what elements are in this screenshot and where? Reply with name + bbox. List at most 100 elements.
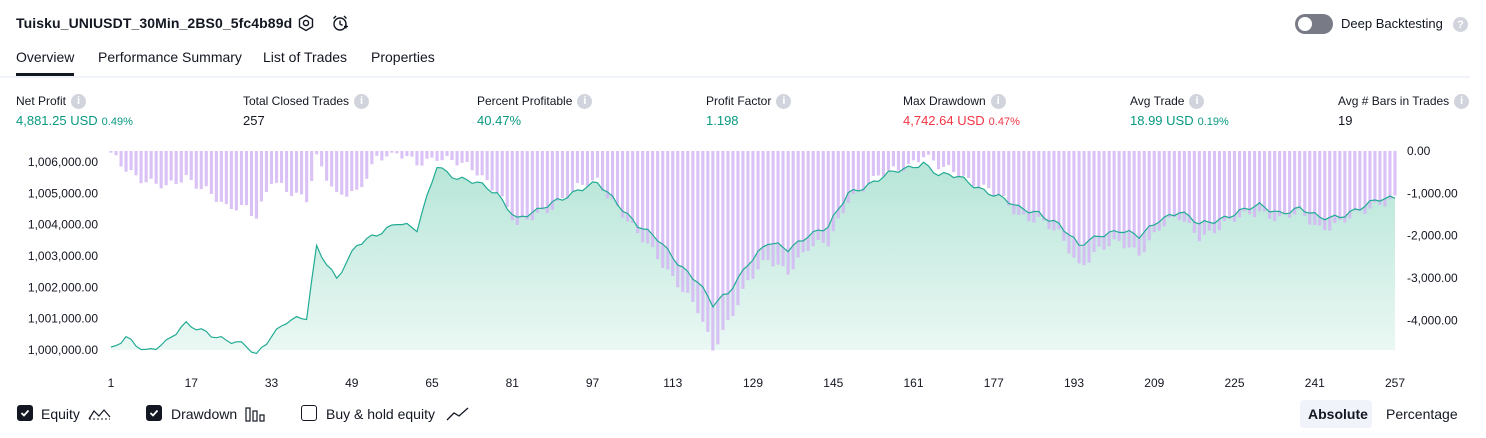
x-axis-tick: 257: [1385, 376, 1405, 390]
metric-value: 4,881.25 USD 0.49%: [16, 113, 133, 128]
drawdown-bar: [575, 151, 579, 183]
drawdown-bar: [636, 151, 640, 234]
x-axis-tick: 145: [823, 376, 843, 390]
metric-value-text: 1.198: [706, 113, 739, 128]
drawdown-bar: [1348, 151, 1352, 219]
info-icon[interactable]: i: [1189, 93, 1205, 109]
drawdown-bar: [1253, 151, 1257, 218]
drawdown-bar: [1122, 151, 1126, 249]
drawdown-bar: [611, 151, 615, 200]
drawdown-bar: [179, 151, 183, 183]
metric-value-text: 4,742.64 USD: [903, 113, 985, 128]
info-icon[interactable]: i: [776, 93, 792, 109]
buy-hold-checkbox[interactable]: [301, 405, 317, 421]
metric-total-closed-trades: Total Closed Trades i 257: [243, 93, 370, 128]
drawdown-bar: [1087, 151, 1091, 263]
deep-backtesting-toggle[interactable]: [1295, 14, 1333, 34]
drawdown-bar: [1263, 151, 1267, 212]
drawdown-bar: [1027, 151, 1031, 222]
drawdown-bar: [751, 151, 755, 279]
info-icon[interactable]: i: [990, 93, 1006, 109]
drawdown-bar: [1072, 151, 1076, 258]
drawdown-bar: [886, 151, 890, 171]
drawdown-bar: [871, 151, 875, 176]
x-axis-tick: 1: [108, 376, 115, 390]
drawdown-bar: [244, 151, 248, 206]
drawdown-bar: [836, 151, 840, 219]
x-axis-tick: 193: [1064, 376, 1084, 390]
drawdown-bar: [355, 151, 359, 190]
x-axis-tick: 225: [1224, 376, 1244, 390]
drawdown-bar: [560, 151, 564, 199]
drawdown-bar: [1062, 151, 1066, 241]
metric-label: Total Closed Trades: [243, 94, 350, 108]
drawdown-bar: [1268, 151, 1272, 219]
drawdown-bar: [1222, 151, 1226, 222]
drawdown-bar: [370, 151, 374, 165]
info-icon[interactable]: i: [71, 93, 87, 109]
tab-performance-summary[interactable]: Performance Summary: [98, 49, 242, 65]
drawdown-bar: [1097, 151, 1101, 247]
alarm-clock-icon[interactable]: [330, 13, 350, 33]
drawdown-bar: [721, 151, 725, 330]
drawdown-bar: [525, 151, 529, 220]
drawdown-bar: [570, 151, 574, 192]
tab-overview[interactable]: Overview: [16, 49, 75, 76]
drawdown-bar: [515, 151, 519, 225]
drawdown-bar: [881, 151, 885, 177]
drawdown-bar: [1007, 151, 1011, 206]
drawdown-bar: [841, 151, 845, 214]
right-axis-tick: -1,000.00: [1407, 186, 1458, 200]
drawdown-bar: [375, 151, 379, 156]
metric-net-profit: Net Profit i 4,881.25 USD 0.49%: [16, 93, 133, 128]
drawdown-bar: [927, 151, 931, 155]
drawdown-bar: [340, 151, 344, 195]
drawdown-bar: [119, 151, 123, 167]
drawdown-bar: [1152, 151, 1156, 233]
drawdown-bar: [851, 151, 855, 194]
x-axis-tick: 129: [743, 376, 763, 390]
settings-icon[interactable]: [296, 13, 316, 33]
drawdown-bar: [234, 151, 238, 211]
drawdown-bar: [199, 151, 203, 190]
drawdown-bar: [666, 151, 670, 270]
drawdown-bar: [1318, 151, 1322, 226]
info-icon[interactable]: i: [354, 93, 370, 109]
drawdown-bar: [671, 151, 675, 276]
drawdown-bar: [275, 151, 279, 183]
help-icon[interactable]: ?: [1453, 17, 1468, 32]
info-icon[interactable]: i: [1454, 93, 1470, 109]
drawdown-bar: [952, 151, 956, 173]
drawdown-bar: [831, 151, 835, 232]
drawdown-bar: [510, 151, 514, 221]
drawdown-bar: [360, 151, 364, 188]
drawdown-bar: [992, 151, 996, 196]
x-axis-tick: 241: [1305, 376, 1325, 390]
drawdown-bar: [1243, 151, 1247, 212]
drawdown-bar: [1338, 151, 1342, 221]
drawdown-bar: [646, 151, 650, 244]
drawdown-bar: [982, 151, 986, 185]
info-icon[interactable]: i: [577, 93, 593, 109]
metric-label: Profit Factor: [706, 94, 772, 108]
drawdown-bar: [1012, 151, 1016, 215]
buy-hold-legend-label: Buy & hold equity: [326, 406, 435, 422]
absolute-toggle[interactable]: Absolute: [1300, 400, 1372, 428]
equity-checkbox[interactable]: [17, 405, 33, 421]
tab-list-of-trades[interactable]: List of Trades: [263, 49, 348, 65]
x-axis-tick: 177: [984, 376, 1004, 390]
drawdown-bar: [1248, 151, 1252, 215]
drawdown-bar: [1232, 151, 1236, 222]
drawdown-bar: [385, 151, 389, 157]
equity-line-icon: [88, 409, 111, 420]
drawdown-bar: [259, 151, 263, 202]
percentage-toggle[interactable]: Percentage: [1386, 406, 1458, 422]
drawdown-bar: [1303, 151, 1307, 216]
drawdown-bar: [686, 151, 690, 293]
deep-backtesting-label: Deep Backtesting: [1341, 16, 1443, 31]
drawdown-bar: [726, 151, 730, 320]
drawdown-bar: [1383, 151, 1387, 207]
tab-properties[interactable]: Properties: [371, 49, 435, 65]
drawdown-checkbox[interactable]: [146, 405, 162, 421]
left-axis-tick: 1,006,000.00: [28, 155, 98, 169]
